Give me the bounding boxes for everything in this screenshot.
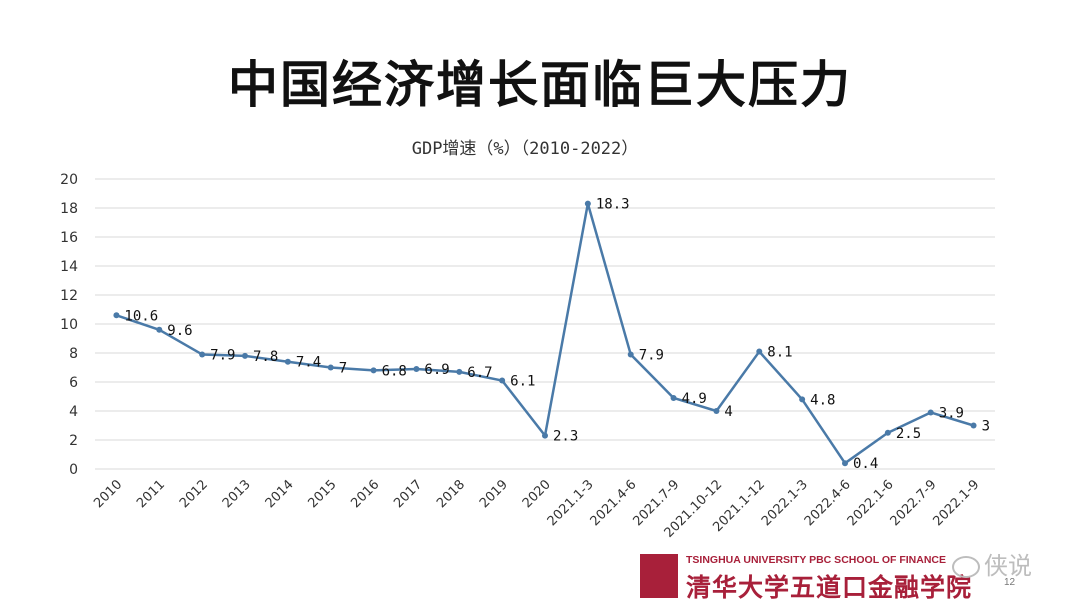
x-axis-ticks: 2010 2011 2012 2013 2014 2015 2016 2017 2018 2019… <box>91 477 982 541</box>
data-point <box>456 368 463 375</box>
data-label: 4.9 <box>682 391 707 407</box>
data-point <box>499 377 506 384</box>
data-label: 6.8 <box>382 363 407 379</box>
y-tick-label: 10 <box>60 317 78 333</box>
y-tick-label: 12 <box>60 288 78 304</box>
data-label: 2.3 <box>553 429 578 445</box>
data-point <box>199 351 206 358</box>
y-tick-label: 16 <box>60 230 78 246</box>
x-tick-label: 2022.4-6 <box>802 477 854 529</box>
x-tick-label: 2020 <box>520 477 554 511</box>
y-axis-ticks: 0 2 4 6 8 10 12 14 16 18 20 <box>60 172 78 478</box>
data-point <box>927 409 934 416</box>
data-label: 3 <box>982 419 990 435</box>
x-tick-label: 2021.1-3 <box>545 477 597 529</box>
y-tick-label: 4 <box>69 404 78 420</box>
y-tick-label: 0 <box>69 462 78 478</box>
data-label: 8.1 <box>767 345 792 361</box>
data-point <box>713 408 720 414</box>
data-labels-layer: 10.6 9.6 7.9 7.8 7.4 7 6.8 6.9 6.7 6.1 2.3 18.3 7.9 4… <box>124 197 990 473</box>
data-point <box>413 365 420 372</box>
data-label: 4 <box>724 404 732 420</box>
x-tick-label: 2022.1-9 <box>930 477 982 529</box>
x-tick-label: 2022.7-9 <box>888 477 940 529</box>
data-point <box>113 312 120 319</box>
chart-title: GDP增速（%）（2010-2022） <box>412 139 639 159</box>
x-tick-label: 2022.1-6 <box>845 477 897 529</box>
data-label: 3.9 <box>939 405 964 421</box>
data-label: 18.3 <box>596 197 630 213</box>
data-label: 6.7 <box>467 365 492 381</box>
slide-title: 中国经济增长面临巨大压力 <box>228 56 852 114</box>
data-point <box>327 364 334 371</box>
watermark: 侠说 <box>952 546 1032 581</box>
x-tick-label: 2017 <box>391 477 425 511</box>
data-point <box>670 394 677 401</box>
tsinghua-pbc-logo: TSINGHUA UNIVERSITY PBC SCHOOL OF FINANC… <box>640 552 980 602</box>
x-tick-label: 2010 <box>91 477 125 511</box>
data-points-layer <box>113 200 977 467</box>
data-label: 7.4 <box>296 355 321 371</box>
data-point <box>970 422 977 429</box>
data-label: 7.8 <box>253 349 278 365</box>
data-label: 6.9 <box>424 362 449 378</box>
data-label: 9.6 <box>167 323 192 339</box>
y-tick-label: 14 <box>60 259 78 275</box>
data-label: 7 <box>339 361 347 377</box>
watermark-text: 侠说 <box>984 552 1032 580</box>
data-point <box>799 396 806 403</box>
data-point <box>156 326 163 333</box>
x-tick-label: 2012 <box>177 477 211 511</box>
data-point <box>242 352 248 359</box>
data-label: 7.9 <box>639 347 664 363</box>
y-tick-label: 8 <box>69 346 78 362</box>
x-tick-label: 2013 <box>220 477 254 511</box>
data-point <box>284 358 291 365</box>
x-tick-label: 2019 <box>477 477 511 511</box>
x-tick-label: 2022.1-3 <box>759 477 811 529</box>
logo-english-name: TSINGHUA UNIVERSITY PBC SCHOOL OF FINANC… <box>686 554 946 566</box>
page-number: 12 <box>1004 577 1016 588</box>
x-tick-label: 2016 <box>348 477 382 511</box>
data-label: 10.6 <box>124 308 158 324</box>
x-tick-label: 2011 <box>134 477 168 511</box>
y-tick-label: 6 <box>69 375 78 391</box>
data-label: 2.5 <box>896 426 921 442</box>
y-tick-label: 20 <box>60 172 78 188</box>
series-line <box>116 202 974 465</box>
data-point <box>584 200 591 207</box>
x-tick-label: 2015 <box>306 477 340 511</box>
data-label: 0.4 <box>853 456 878 472</box>
y-tick-label: 18 <box>60 201 78 217</box>
wechat-icon <box>952 556 980 578</box>
data-label: 4.8 <box>810 392 835 408</box>
data-point <box>627 351 634 358</box>
x-tick-label: 2021.4-6 <box>588 477 640 529</box>
grid-layer <box>95 178 995 470</box>
data-point <box>842 460 848 467</box>
data-point <box>756 348 763 355</box>
data-label: 7.9 <box>210 347 235 363</box>
data-point <box>542 432 548 439</box>
y-tick-label: 2 <box>69 433 78 449</box>
school-emblem-icon <box>640 554 678 598</box>
x-tick-label: 2018 <box>434 477 468 511</box>
data-label: 6.1 <box>510 374 535 390</box>
logo-chinese-name: 清华大学五道口金融学院 <box>686 573 973 602</box>
data-point <box>884 429 891 436</box>
series-line-layer <box>116 202 974 465</box>
data-point <box>370 367 377 374</box>
x-tick-label: 2014 <box>263 477 297 511</box>
